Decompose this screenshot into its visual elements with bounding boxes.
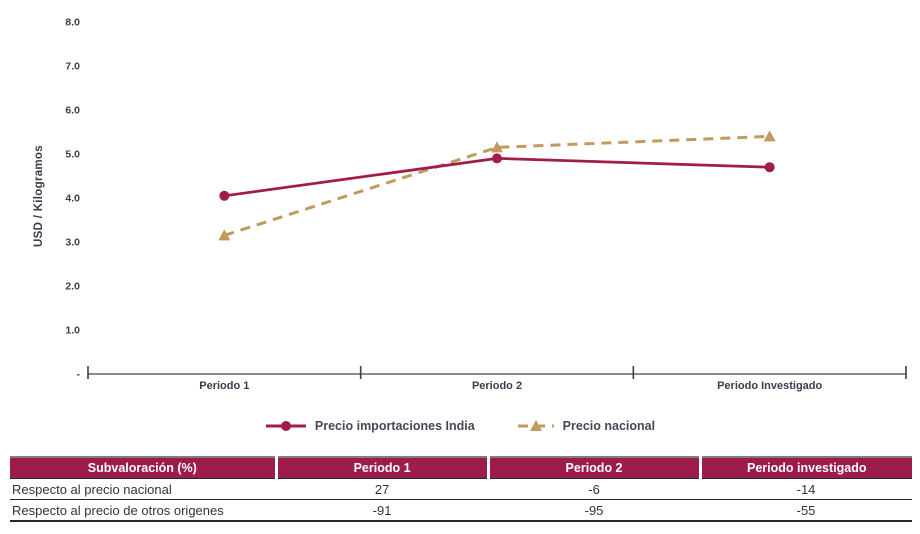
- y-tick-label: 3.0: [65, 237, 80, 249]
- legend-label-nacional: Precio nacional: [562, 419, 656, 433]
- data-point-circle: [219, 190, 230, 201]
- cell-value: -6: [588, 481, 600, 497]
- series-line-1: [223, 134, 770, 237]
- chart-canvas: USD / Kilogramos 8.0 7.0 6.0 5.0 4.0 3.0 2.0 1.…: [33, 17, 907, 392]
- data-point-triangle: [218, 229, 231, 241]
- table-header-row: Subvaloración (%) Periodo 1 Periodo 2 Pe…: [10, 457, 912, 479]
- column-header-periodo-1: Periodo 1: [274, 457, 489, 479]
- cell-value: -55: [700, 499, 912, 521]
- data-point-triangle: [763, 130, 776, 142]
- legend-item-india: Precio importaciones India: [265, 419, 475, 433]
- dashed-triangle-marker-icon: [517, 420, 554, 431]
- chart-legend: Precio importaciones India Precio nacion…: [0, 411, 920, 441]
- y-tick-label: 7.0: [65, 61, 80, 73]
- y-axis-title: USD / Kilogramos: [33, 145, 45, 247]
- cell-value: -91: [276, 499, 489, 521]
- x-axis-label: Periodo 1: [199, 380, 249, 392]
- y-tick-label: 2.0: [65, 281, 80, 293]
- table-row: Respecto al precio nacional 27 -6 -14: [10, 479, 912, 500]
- series-line-0: [224, 157, 770, 198]
- legend-item-nacional: Precio nacional: [517, 419, 655, 433]
- cell-value: 27: [374, 481, 390, 497]
- cell-value: -95: [488, 499, 701, 521]
- line-circle-marker-icon: [265, 421, 306, 431]
- y-tick-label: 4.0: [65, 193, 80, 205]
- row-label: Respecto al precio de otros origenes: [10, 499, 277, 521]
- subvaloracion-table: Subvaloración (%) Periodo 1 Periodo 2 Pe…: [10, 456, 912, 522]
- data-point-circle: [764, 162, 775, 173]
- table-row: Respecto al precio de otros origenes -91…: [10, 499, 912, 521]
- y-tick-label: 1.0: [65, 325, 80, 337]
- legend-label-india: Precio importaciones India: [314, 419, 475, 433]
- data-point-triangle: [491, 141, 503, 153]
- column-header-periodo-investigado: Periodo investigado: [698, 457, 912, 479]
- y-tick-label: 5.0: [65, 149, 80, 161]
- y-tick-label: 6.0: [65, 105, 80, 117]
- y-tick-label: -: [77, 369, 81, 381]
- row-label: Respecto al precio nacional: [12, 481, 172, 497]
- column-header-periodo-2: Periodo 2: [486, 457, 701, 479]
- table-title-header: Subvaloración (%): [10, 457, 277, 479]
- x-axis-label: Periodo 2: [472, 380, 522, 392]
- line-chart: USD / Kilogramos 8.0 7.0 6.0 5.0 4.0 3.0 2.0 1.…: [33, 17, 907, 392]
- data-point-circle: [492, 153, 502, 164]
- y-tick-label: 8.0: [65, 17, 80, 29]
- x-axis-label: Periodo Investigado: [717, 380, 822, 392]
- cell-value: -14: [796, 481, 816, 497]
